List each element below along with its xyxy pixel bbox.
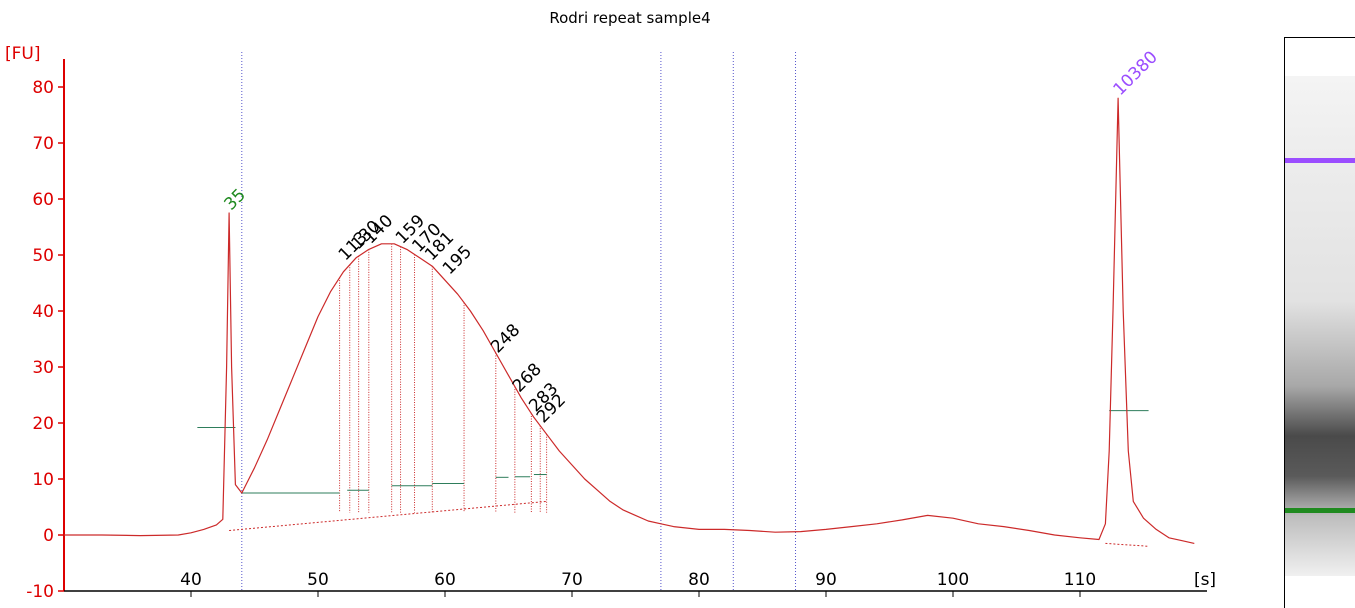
y-tick-label: 50 [32, 246, 54, 266]
trace-layer [64, 97, 1195, 544]
peak-label: 10380 [1109, 47, 1161, 99]
electropherogram-trace [64, 97, 1195, 544]
guides [197, 52, 1149, 591]
y-axis-label: [FU] [5, 44, 41, 64]
x-tick-label: 40 [180, 570, 202, 590]
gel-lane [1284, 37, 1355, 608]
marker-baseline [1105, 542, 1148, 547]
x-axis-label: [s] [1194, 570, 1216, 590]
electropherogram-plot: -10 0 10 20 30 40 50 60 70 80 [FU] 40 50 60 70 80 90 100 1… [5, 44, 1216, 602]
x-tick-label: 90 [815, 570, 837, 590]
y-tick-label: 80 [32, 78, 54, 98]
peak-label: 35 [220, 185, 249, 214]
chart-title: Rodri repeat sample4 [549, 9, 711, 27]
axes: -10 0 10 20 30 40 50 60 70 80 [FU] 40 50 60 70 80 90 100 1… [5, 44, 1216, 602]
y-tick-label: -10 [26, 582, 54, 602]
x-tick-label: 50 [307, 570, 329, 590]
gel-band-upper-marker [1285, 158, 1355, 163]
smear-baseline [229, 500, 547, 532]
gel-background [1285, 76, 1355, 576]
x-tick-label: 80 [688, 570, 710, 590]
y-tick-label: 0 [43, 526, 54, 546]
y-tick-label: 70 [32, 134, 54, 154]
gel-band-lower-marker [1285, 508, 1355, 513]
x-tick-label: 60 [434, 570, 456, 590]
x-tick-label: 110 [1064, 570, 1096, 590]
x-tick-label: 100 [937, 570, 969, 590]
peak-label: 248 [487, 320, 524, 357]
y-tick-label: 20 [32, 414, 54, 434]
x-tick-label: 70 [561, 570, 583, 590]
y-tick-label: 60 [32, 190, 54, 210]
y-tick-label: 10 [32, 470, 54, 490]
y-tick-label: 30 [32, 358, 54, 378]
y-tick-label: 40 [32, 302, 54, 322]
